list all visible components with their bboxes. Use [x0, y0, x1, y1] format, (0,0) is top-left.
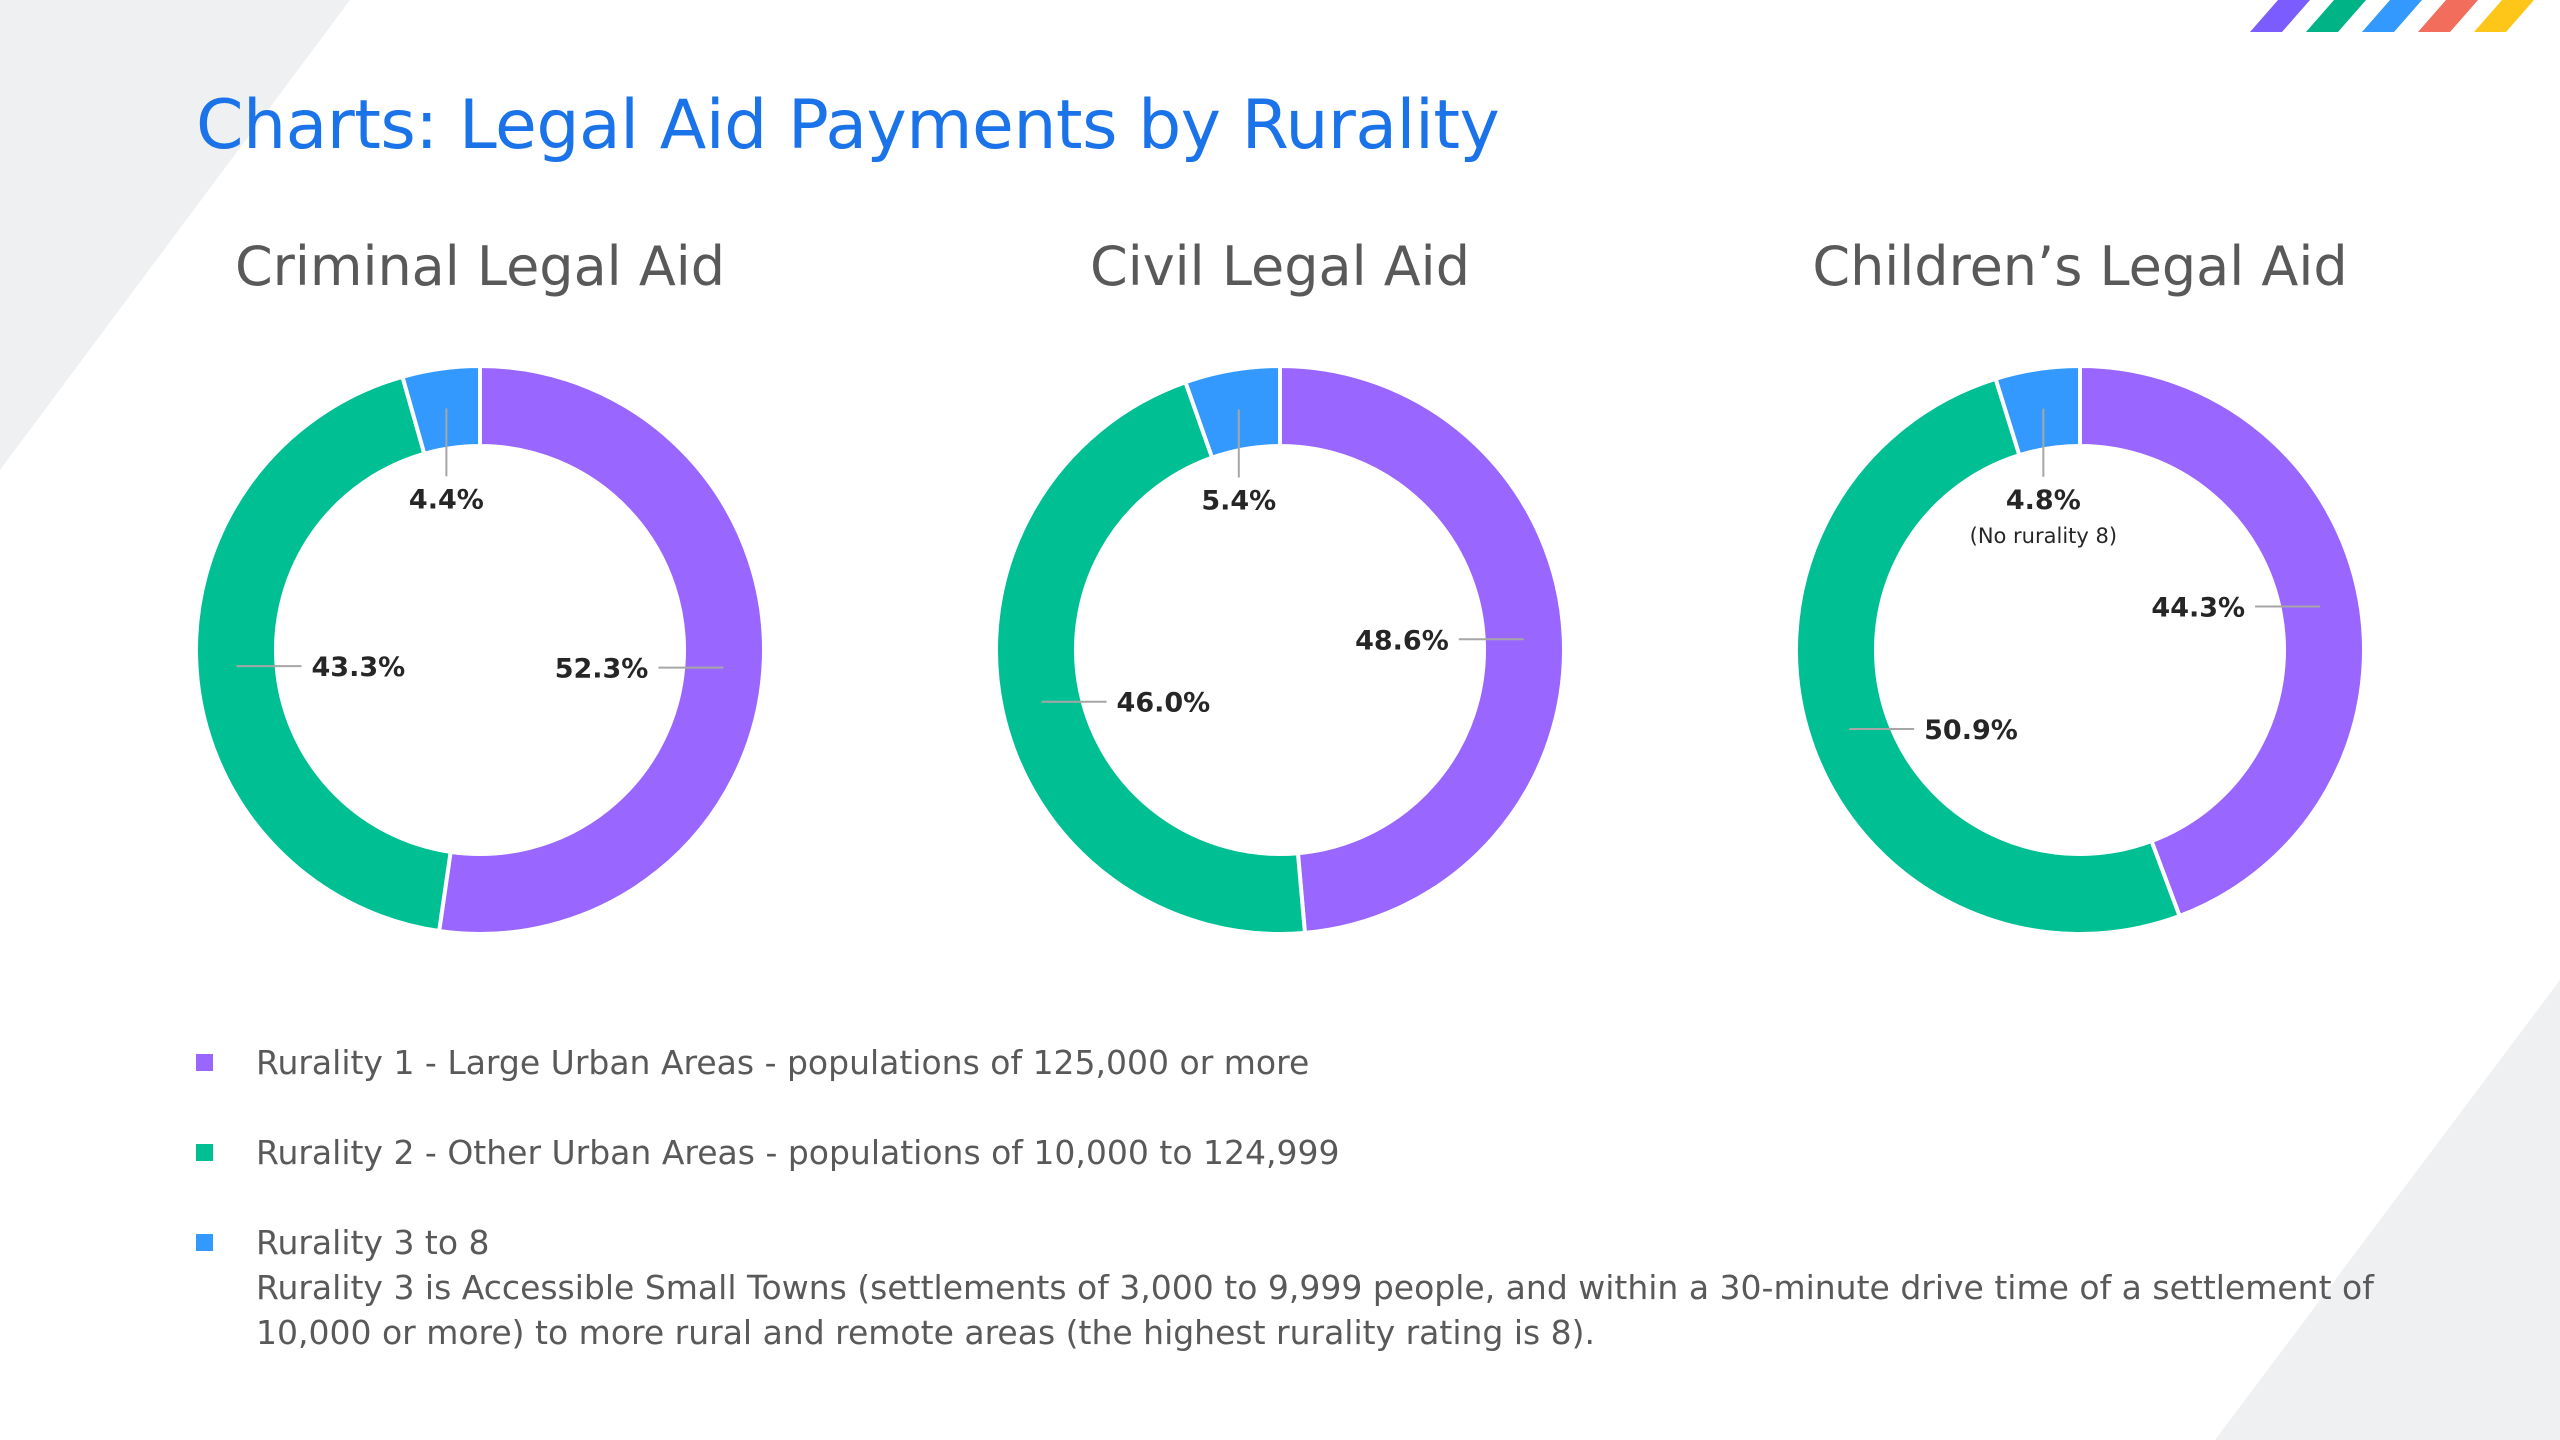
donut-segment-rurality-2 [1794, 376, 2183, 936]
donut-chart-svg: 52.3% 43.3% 4.4% [194, 363, 766, 936]
data-label-rurality-3-8: 4.4% [409, 484, 484, 515]
legend-label: Rurality 2 - Other Urban Areas - populat… [256, 1133, 1340, 1172]
donut-segment-rurality-3-8 [1182, 363, 1282, 461]
logo-stripe [2250, 0, 2310, 32]
chart-title: Children’s Legal Aid [1812, 235, 2348, 298]
page-title: Charts: Legal Aid Payments by Rurality [196, 86, 1500, 165]
donut-chart-svg: 48.6% 46.0% 5.4% [994, 363, 1566, 936]
legend-item-rurality-1: Rurality 1 - Large Urban Areas - populat… [196, 1040, 2376, 1085]
data-label-rurality-1: 44.3% [2151, 593, 2245, 624]
donut-chart-civil: Civil Legal Aid 48.6% 46.0% 5.4% [880, 235, 1680, 975]
legend-label: Rurality 3 to 8 [256, 1223, 490, 1262]
donut-segment-rurality-2 [994, 379, 1308, 936]
data-label-rurality-1: 48.6% [1355, 625, 1449, 656]
donut-chart-svg: 44.3% 50.9% 4.8% (No rurality 8) [1794, 363, 2366, 936]
donut-segment-rurality-1 [2078, 363, 2366, 919]
data-label-rurality-3-8: 4.8% [2006, 485, 2081, 516]
chart-title: Criminal Legal Aid [234, 235, 726, 298]
legend-item-rurality-2: Rurality 2 - Other Urban Areas - populat… [196, 1130, 2376, 1175]
data-label-rurality-2: 50.9% [1924, 715, 2018, 746]
data-label-rurality-3-8: 5.4% [1201, 486, 1276, 517]
donut-segment-rurality-1 [436, 363, 766, 936]
donut-segment-rurality-2 [194, 374, 453, 934]
data-label-rurality-2: 46.0% [1117, 688, 1211, 719]
brand-logo-stripes [2250, 0, 2534, 32]
logo-stripe [2306, 0, 2366, 32]
logo-stripe [2418, 0, 2478, 32]
legend-label: Rurality 1 - Large Urban Areas - populat… [256, 1043, 1310, 1082]
data-label-note: (No rurality 8) [1970, 524, 2117, 548]
legend-swatch-purple [196, 1054, 213, 1071]
legend-description: Rurality 3 is Accessible Small Towns (se… [256, 1268, 2374, 1352]
corner-shape-bottom-right [2215, 980, 2560, 1440]
legend-swatch-blue [196, 1234, 213, 1251]
corner-shape-top-left [0, 0, 350, 470]
data-label-rurality-1: 52.3% [555, 654, 649, 685]
logo-stripe [2362, 0, 2422, 32]
donut-segment-rurality-1 [1278, 363, 1566, 936]
legend-swatch-green [196, 1144, 213, 1161]
data-label-rurality-2: 43.3% [312, 652, 406, 683]
chart-title: Civil Legal Aid [1090, 235, 1470, 298]
legend: Rurality 1 - Large Urban Areas - populat… [196, 1040, 2376, 1400]
donut-chart-childrens: Children’s Legal Aid 44.3% 50.9% 4.8% (No r… [1680, 235, 2480, 975]
legend-item-rurality-3-8: Rurality 3 to 8 Rurality 3 is Accessible… [196, 1220, 2376, 1355]
donut-segment-rurality-3-8 [1993, 363, 2082, 458]
donut-segment-rurality-3-8 [400, 363, 482, 457]
logo-stripe [2474, 0, 2534, 32]
donut-chart-criminal: Criminal Legal Aid 52.3% 43.3% 4.4% [80, 235, 880, 975]
